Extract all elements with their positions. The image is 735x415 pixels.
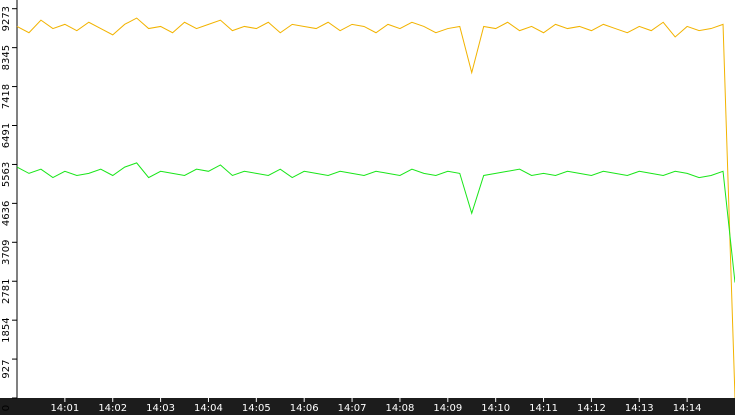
y-tick-label: 927 bbox=[1, 360, 12, 379]
x-tick-label: 14:02 bbox=[98, 403, 127, 414]
y-tick-label: 7418 bbox=[1, 84, 12, 109]
y-tick-label: 5563 bbox=[1, 162, 12, 187]
x-tick-label: 14:09 bbox=[433, 403, 462, 414]
y-tick-label: 4636 bbox=[1, 201, 12, 226]
x-tick-label: 14:04 bbox=[194, 403, 223, 414]
x-tick-label: 14:05 bbox=[242, 403, 271, 414]
x-axis-band bbox=[0, 398, 735, 415]
x-tick-label: 14:03 bbox=[146, 403, 175, 414]
x-tick-label: 14:07 bbox=[338, 403, 367, 414]
x-tick-label: 14:14 bbox=[673, 403, 702, 414]
y-tick-label: 1854 bbox=[1, 317, 12, 342]
x-tick-label: 14:01 bbox=[50, 403, 79, 414]
x-tick-label: 14:11 bbox=[529, 403, 558, 414]
y-tick-label: 9273 bbox=[1, 6, 12, 31]
x-tick-label: 14:10 bbox=[481, 403, 510, 414]
x-tick-label: 14:06 bbox=[290, 403, 319, 414]
series-line bbox=[16, 162, 735, 283]
x-tick-label: 14:13 bbox=[625, 403, 654, 414]
x-tick-label: 14:08 bbox=[386, 403, 415, 414]
y-tick-label: 6491 bbox=[1, 123, 12, 148]
y-tick-label: 8345 bbox=[1, 45, 12, 70]
y-tick-label: 0 bbox=[1, 405, 12, 411]
y-tick-label: 2781 bbox=[1, 279, 12, 304]
y-tick-label: 3709 bbox=[1, 240, 12, 265]
series-line bbox=[16, 17, 735, 399]
x-tick-label: 14:12 bbox=[577, 403, 606, 414]
